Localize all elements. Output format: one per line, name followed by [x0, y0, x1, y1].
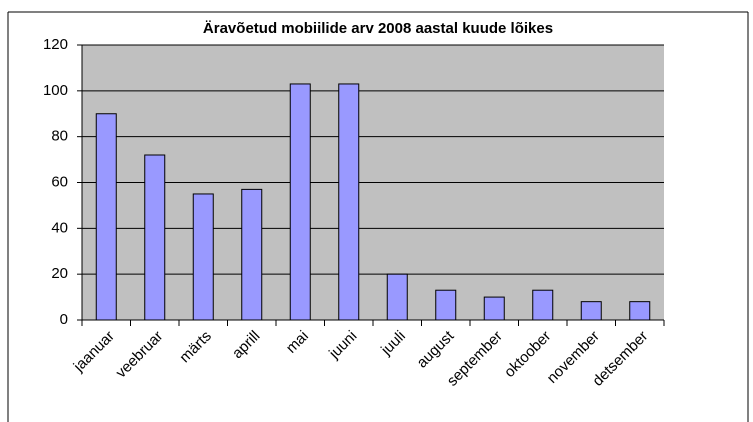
y-tick-label: 20: [51, 265, 68, 282]
x-tick-label: juuli: [377, 328, 409, 360]
bar: [483, 296, 505, 321]
x-tick-label: aprill: [229, 328, 263, 362]
x-tick-label: august: [414, 327, 458, 371]
bar: [435, 289, 457, 321]
y-tick-label: 60: [51, 173, 68, 190]
x-tick-label: jaanuar: [70, 328, 118, 376]
x-tick-label: mai: [283, 328, 312, 357]
y-tick-label: 120: [43, 36, 68, 53]
bar: [580, 301, 602, 321]
bar: [386, 273, 408, 321]
x-tick-label: veebruar: [113, 328, 167, 382]
bar: [532, 289, 554, 321]
y-tick-label: 100: [43, 82, 68, 99]
bar: [338, 83, 360, 321]
y-tick-label: 80: [51, 128, 68, 145]
bar: [144, 154, 166, 321]
bar: [289, 83, 311, 321]
y-tick-label: 40: [51, 219, 68, 236]
x-tick-label: juuni: [325, 328, 360, 363]
x-tick-label: märts: [176, 328, 215, 367]
bar: [629, 301, 651, 321]
bar: [192, 193, 214, 321]
chart-title: Äravõetud mobiilide arv 2008 aastal kuud…: [203, 20, 553, 37]
bar: [95, 113, 117, 321]
bar: [241, 188, 263, 321]
y-tick-label: 0: [60, 311, 68, 328]
